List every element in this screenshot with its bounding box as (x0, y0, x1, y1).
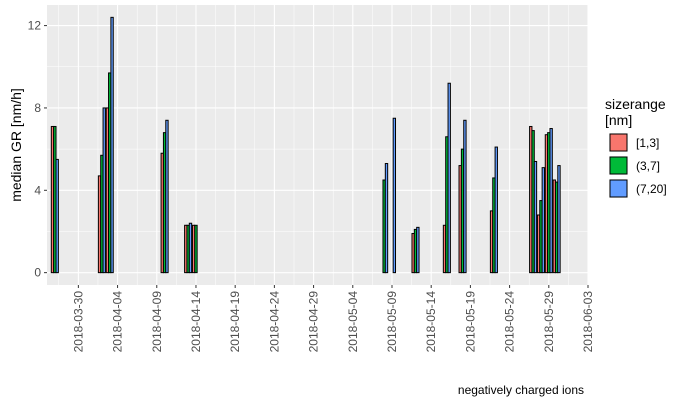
y-axis: 0 4 8 12 (28, 19, 47, 280)
x-tick-label: 2018-04-14 (189, 291, 203, 353)
x-tick-label: 2018-04-09 (150, 291, 164, 353)
bar (494, 146, 498, 274)
legend-key-label: (7,20] (636, 182, 667, 196)
legend: sizerange [nm] [1,3] (3,7] (7,20] (605, 96, 667, 198)
legend-key-label: (3,7] (636, 159, 660, 173)
legend-keys: [1,3] (3,7] (7,20] (609, 133, 667, 198)
y-tick-label: 0 (34, 266, 41, 280)
bar (549, 128, 553, 274)
bars-layer (50, 16, 561, 274)
bar (557, 165, 561, 274)
bar (165, 119, 169, 274)
legend-key-label: [1,3] (636, 136, 659, 150)
bar (194, 224, 198, 274)
x-tick-label: 2018-05-19 (463, 291, 477, 353)
x-axis: 2018-03-30 2018-04-04 2018-04-09 2018-04-14… (71, 285, 595, 352)
bar (447, 82, 451, 274)
bar (110, 16, 114, 274)
x-tick-label: 2018-04-19 (228, 291, 242, 353)
major-gridlines (47, 5, 589, 285)
legend-title-line: sizerange (605, 96, 666, 112)
bar (463, 119, 467, 274)
y-tick-label: 12 (28, 19, 42, 33)
bar (533, 160, 538, 274)
chart-caption: negatively charged ions (458, 383, 584, 397)
panel-background (47, 5, 588, 285)
bar (102, 107, 106, 274)
bar (541, 167, 545, 274)
x-tick-label: 2018-04-29 (307, 291, 321, 353)
x-tick-label: 2018-05-29 (542, 291, 556, 353)
legend-key-swatch (609, 133, 628, 152)
bar (416, 226, 420, 274)
x-tick-label: 2018-05-09 (385, 291, 399, 353)
x-tick-label: 2018-05-24 (503, 291, 517, 353)
x-tick-label: 2018-05-04 (346, 291, 360, 353)
x-tick-label: 2018-06-03 (581, 291, 595, 353)
bar (384, 163, 389, 274)
y-tick-label: 8 (34, 101, 41, 115)
y-axis-title: median GR [nm/h] (8, 88, 24, 202)
x-tick-label: 2018-03-30 (71, 291, 85, 353)
y-tick-label: 4 (34, 183, 41, 197)
bar (55, 158, 59, 274)
x-tick-label: 2018-04-24 (267, 291, 281, 353)
bar (392, 117, 397, 274)
legend-key-swatch (609, 179, 628, 198)
x-tick-label: 2018-05-14 (424, 291, 438, 353)
x-tick-label: 2018-04-04 (111, 291, 125, 353)
bar (188, 222, 193, 274)
legend-key-swatch (609, 156, 628, 175)
legend-title-line: [nm] (605, 112, 632, 128)
